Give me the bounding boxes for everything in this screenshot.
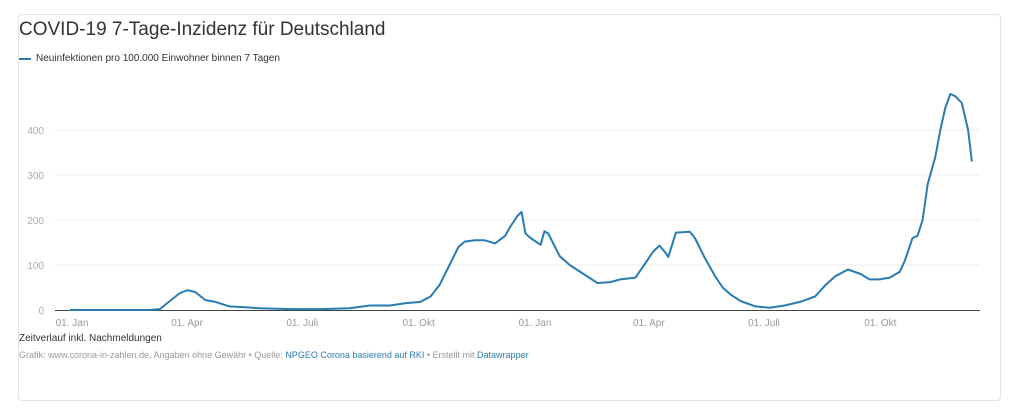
datawrapper-link[interactable]: Datawrapper [477, 350, 529, 360]
x-tick-label: 01. Jan [56, 318, 89, 329]
y-tick-label: 200 [27, 216, 44, 227]
legend: Neuinfektionen pro 100.000 Einwohner bin… [19, 53, 280, 64]
y-tick-label: 300 [27, 171, 44, 182]
legend-label: Neuinfektionen pro 100.000 Einwohner bin… [36, 53, 280, 64]
y-tick-label: 400 [27, 126, 44, 137]
x-tick-label: 01. Apr [633, 318, 665, 329]
source-line: Grafik: www.corona-in-zahlen.de, Angaben… [19, 350, 529, 360]
x-tick-label: 01. Juli [286, 318, 318, 329]
x-tick-label: 01. Apr [171, 318, 203, 329]
chart-title: COVID-19 7-Tage-Inzidenz für Deutschland [19, 19, 386, 40]
source-link[interactable]: NPGEO Corona basierend auf RKI [285, 350, 425, 360]
chart-card [18, 14, 1001, 401]
legend-swatch [19, 57, 31, 60]
chart-note: Zeitverlauf inkl. Nachmeldungen [19, 333, 162, 344]
x-tick-label: 01. Jan [519, 318, 552, 329]
credit-text: Grafik: www.corona-in-zahlen.de, Angaben… [19, 350, 286, 360]
x-tick-label: 01. Okt [402, 318, 434, 329]
x-tick-label: 01. Okt [864, 318, 896, 329]
x-tick-label: 01. Juli [748, 318, 780, 329]
y-tick-label: 100 [27, 261, 44, 272]
series-line [70, 93, 973, 311]
y-tick-label: 0 [38, 306, 44, 317]
made-with-text: • Erstellt mit [424, 350, 478, 360]
